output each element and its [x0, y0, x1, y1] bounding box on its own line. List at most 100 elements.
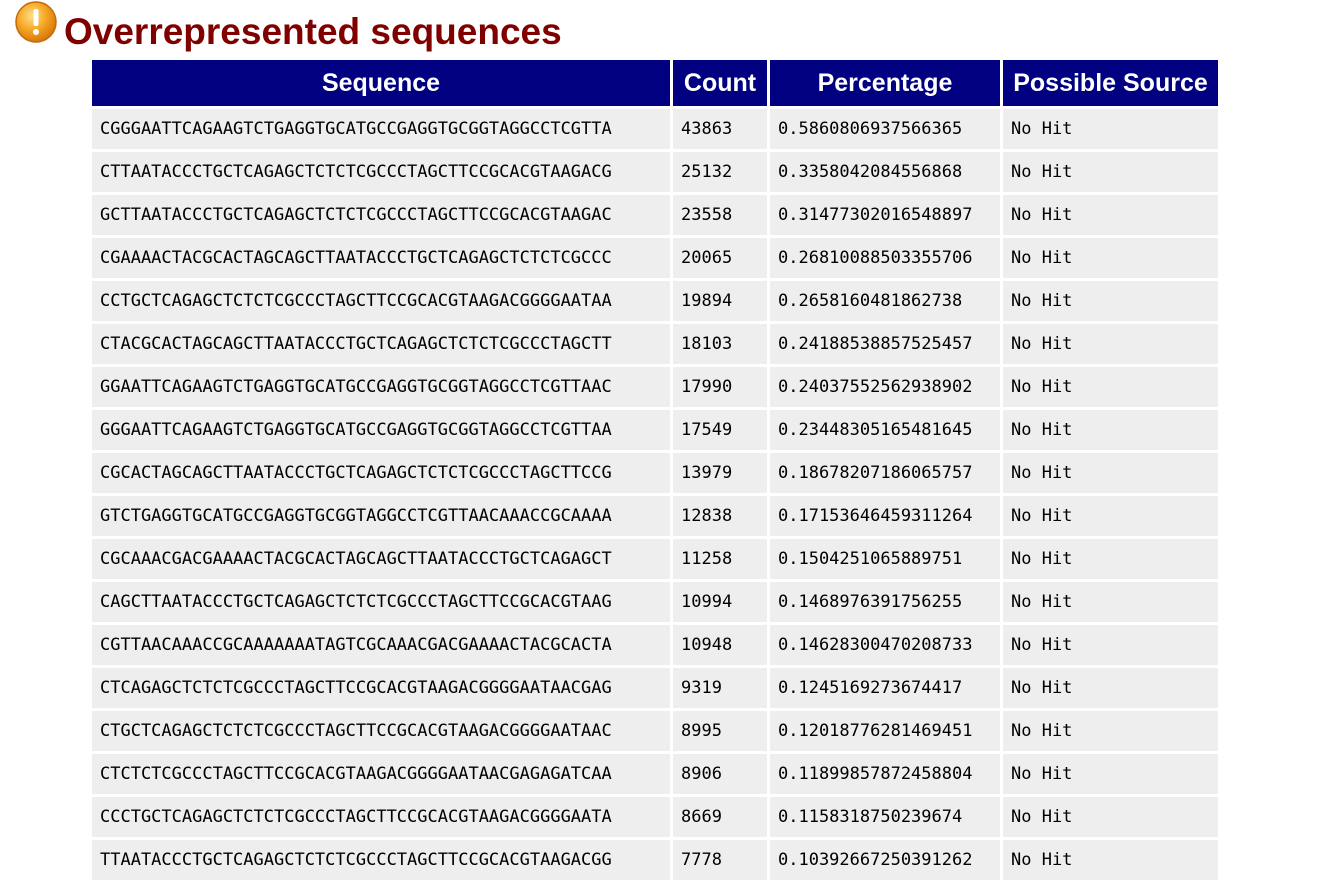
cell-percentage: 0.11899857872458804: [770, 754, 1000, 794]
table-row: CAGCTTAATACCCTGCTCAGAGCTCTCTCGCCCTAGCTTC…: [92, 582, 1218, 622]
cell-count: 43863: [673, 109, 767, 149]
cell-count: 12838: [673, 496, 767, 536]
cell-count: 11258: [673, 539, 767, 579]
cell-count: 19894: [673, 281, 767, 321]
cell-possible-source: No Hit: [1003, 152, 1218, 192]
column-header-possible-source: Possible Source: [1003, 60, 1218, 106]
cell-possible-source: No Hit: [1003, 281, 1218, 321]
table-row: TTAATACCCTGCTCAGAGCTCTCTCGCCCTAGCTTCCGCA…: [92, 840, 1218, 880]
cell-count: 17549: [673, 410, 767, 450]
cell-percentage: 0.12018776281469451: [770, 711, 1000, 751]
cell-count: 13979: [673, 453, 767, 493]
cell-percentage: 0.23448305165481645: [770, 410, 1000, 450]
cell-percentage: 0.26810088503355706: [770, 238, 1000, 278]
cell-possible-source: No Hit: [1003, 324, 1218, 364]
cell-sequence: CTCAGAGCTCTCTCGCCCTAGCTTCCGCACGTAAGACGGG…: [92, 668, 670, 708]
cell-count: 8906: [673, 754, 767, 794]
cell-possible-source: No Hit: [1003, 711, 1218, 751]
cell-possible-source: No Hit: [1003, 797, 1218, 837]
table-row: CGAAAACTACGCACTAGCAGCTTAATACCCTGCTCAGAGC…: [92, 238, 1218, 278]
cell-possible-source: No Hit: [1003, 238, 1218, 278]
cell-sequence: TTAATACCCTGCTCAGAGCTCTCTCGCCCTAGCTTCCGCA…: [92, 840, 670, 880]
cell-possible-source: No Hit: [1003, 539, 1218, 579]
table-header-row: Sequence Count Percentage Possible Sourc…: [92, 60, 1218, 106]
overrepresented-sequences-table: Sequence Count Percentage Possible Sourc…: [89, 57, 1221, 883]
cell-percentage: 0.10392667250391262: [770, 840, 1000, 880]
cell-possible-source: No Hit: [1003, 367, 1218, 407]
cell-percentage: 0.18678207186065757: [770, 453, 1000, 493]
cell-sequence: CTGCTCAGAGCTCTCTCGCCCTAGCTTCCGCACGTAAGAC…: [92, 711, 670, 751]
cell-sequence: CTCTCTCGCCCTAGCTTCCGCACGTAAGACGGGGAATAAC…: [92, 754, 670, 794]
cell-percentage: 0.2658160481862738: [770, 281, 1000, 321]
section-header: Overrepresented sequences: [14, 0, 1314, 56]
cell-count: 8995: [673, 711, 767, 751]
cell-sequence: CGTTAACAAACCGCAAAAAAATAGTCGCAAACGACGAAAA…: [92, 625, 670, 665]
cell-possible-source: No Hit: [1003, 195, 1218, 235]
table-row: CTCAGAGCTCTCTCGCCCTAGCTTCCGCACGTAAGACGGG…: [92, 668, 1218, 708]
column-header-count: Count: [673, 60, 767, 106]
table-body: CGGGAATTCAGAAGTCTGAGGTGCATGCCGAGGTGCGGTA…: [92, 109, 1218, 880]
cell-possible-source: No Hit: [1003, 109, 1218, 149]
column-header-sequence: Sequence: [92, 60, 670, 106]
cell-sequence: GGGAATTCAGAAGTCTGAGGTGCATGCCGAGGTGCGGTAG…: [92, 410, 670, 450]
cell-possible-source: No Hit: [1003, 840, 1218, 880]
cell-percentage: 0.24188538857525457: [770, 324, 1000, 364]
table-row: CGTTAACAAACCGCAAAAAAATAGTCGCAAACGACGAAAA…: [92, 625, 1218, 665]
cell-percentage: 0.1245169273674417: [770, 668, 1000, 708]
cell-sequence: CAGCTTAATACCCTGCTCAGAGCTCTCTCGCCCTAGCTTC…: [92, 582, 670, 622]
cell-percentage: 0.1158318750239674: [770, 797, 1000, 837]
cell-count: 18103: [673, 324, 767, 364]
cell-sequence: CTACGCACTAGCAGCTTAATACCCTGCTCAGAGCTCTCTC…: [92, 324, 670, 364]
cell-sequence: CGCAAACGACGAAAACTACGCACTAGCAGCTTAATACCCT…: [92, 539, 670, 579]
cell-percentage: 0.17153646459311264: [770, 496, 1000, 536]
cell-count: 8669: [673, 797, 767, 837]
cell-count: 7778: [673, 840, 767, 880]
cell-possible-source: No Hit: [1003, 453, 1218, 493]
cell-percentage: 0.5860806937566365: [770, 109, 1000, 149]
cell-possible-source: No Hit: [1003, 754, 1218, 794]
table-row: CCCTGCTCAGAGCTCTCTCGCCCTAGCTTCCGCACGTAAG…: [92, 797, 1218, 837]
table-row: GGGAATTCAGAAGTCTGAGGTGCATGCCGAGGTGCGGTAG…: [92, 410, 1218, 450]
page-title: Overrepresented sequences: [64, 11, 562, 52]
cell-possible-source: No Hit: [1003, 582, 1218, 622]
cell-percentage: 0.1504251065889751: [770, 539, 1000, 579]
cell-sequence: CGGGAATTCAGAAGTCTGAGGTGCATGCCGAGGTGCGGTA…: [92, 109, 670, 149]
table-row: CGGGAATTCAGAAGTCTGAGGTGCATGCCGAGGTGCGGTA…: [92, 109, 1218, 149]
cell-count: 17990: [673, 367, 767, 407]
column-header-percentage: Percentage: [770, 60, 1000, 106]
cell-count: 9319: [673, 668, 767, 708]
cell-percentage: 0.1468976391756255: [770, 582, 1000, 622]
table-row: CGCAAACGACGAAAACTACGCACTAGCAGCTTAATACCCT…: [92, 539, 1218, 579]
table-row: CTGCTCAGAGCTCTCTCGCCCTAGCTTCCGCACGTAAGAC…: [92, 711, 1218, 751]
cell-percentage: 0.24037552562938902: [770, 367, 1000, 407]
table-row: CTACGCACTAGCAGCTTAATACCCTGCTCAGAGCTCTCTC…: [92, 324, 1218, 364]
cell-sequence: CTTAATACCCTGCTCAGAGCTCTCTCGCCCTAGCTTCCGC…: [92, 152, 670, 192]
cell-percentage: 0.3358042084556868: [770, 152, 1000, 192]
cell-sequence: CCTGCTCAGAGCTCTCTCGCCCTAGCTTCCGCACGTAAGA…: [92, 281, 670, 321]
cell-sequence: CGAAAACTACGCACTAGCAGCTTAATACCCTGCTCAGAGC…: [92, 238, 670, 278]
cell-sequence: GCTTAATACCCTGCTCAGAGCTCTCTCGCCCTAGCTTCCG…: [92, 195, 670, 235]
cell-sequence: GGAATTCAGAAGTCTGAGGTGCATGCCGAGGTGCGGTAGG…: [92, 367, 670, 407]
cell-possible-source: No Hit: [1003, 410, 1218, 450]
table-row: CCTGCTCAGAGCTCTCTCGCCCTAGCTTCCGCACGTAAGA…: [92, 281, 1218, 321]
cell-sequence: GTCTGAGGTGCATGCCGAGGTGCGGTAGGCCTCGTTAACA…: [92, 496, 670, 536]
cell-percentage: 0.31477302016548897: [770, 195, 1000, 235]
cell-sequence: CCCTGCTCAGAGCTCTCTCGCCCTAGCTTCCGCACGTAAG…: [92, 797, 670, 837]
cell-possible-source: No Hit: [1003, 668, 1218, 708]
cell-count: 20065: [673, 238, 767, 278]
cell-percentage: 0.14628300470208733: [770, 625, 1000, 665]
table-row: GTCTGAGGTGCATGCCGAGGTGCGGTAGGCCTCGTTAACA…: [92, 496, 1218, 536]
cell-possible-source: No Hit: [1003, 496, 1218, 536]
table-row: GGAATTCAGAAGTCTGAGGTGCATGCCGAGGTGCGGTAGG…: [92, 367, 1218, 407]
cell-sequence: CGCACTAGCAGCTTAATACCCTGCTCAGAGCTCTCTCGCC…: [92, 453, 670, 493]
warning-icon: [15, 1, 57, 43]
cell-count: 10994: [673, 582, 767, 622]
table-row: CGCACTAGCAGCTTAATACCCTGCTCAGAGCTCTCTCGCC…: [92, 453, 1218, 493]
table-row: GCTTAATACCCTGCTCAGAGCTCTCTCGCCCTAGCTTCCG…: [92, 195, 1218, 235]
cell-possible-source: No Hit: [1003, 625, 1218, 665]
cell-count: 23558: [673, 195, 767, 235]
cell-count: 25132: [673, 152, 767, 192]
table-row: CTTAATACCCTGCTCAGAGCTCTCTCGCCCTAGCTTCCGC…: [92, 152, 1218, 192]
table-row: CTCTCTCGCCCTAGCTTCCGCACGTAAGACGGGGAATAAC…: [92, 754, 1218, 794]
cell-count: 10948: [673, 625, 767, 665]
